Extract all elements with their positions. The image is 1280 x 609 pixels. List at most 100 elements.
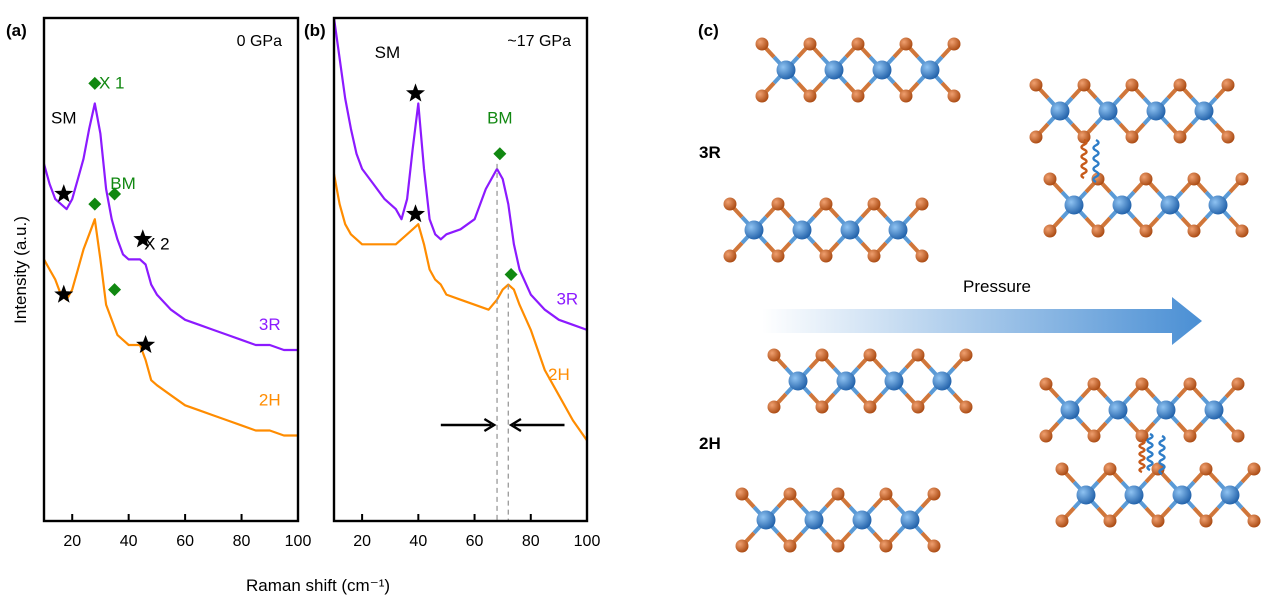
metal-atom	[920, 60, 940, 80]
chalcogen-atom	[1183, 429, 1197, 443]
row-label-2h: 2H	[699, 434, 721, 453]
chalcogen-atom	[1231, 429, 1245, 443]
chalcogen-atom	[1125, 78, 1139, 92]
x-tick-label: 20	[63, 533, 81, 550]
metal-atom	[1156, 400, 1176, 420]
chalcogen-atom	[899, 89, 913, 103]
metal-atom	[1194, 101, 1214, 121]
x-tick-label: 40	[409, 533, 427, 550]
chalcogen-atom	[915, 249, 929, 263]
x-tick-label: 80	[233, 533, 251, 550]
shift-arrow-right	[440, 417, 497, 433]
metal-atom	[1112, 195, 1132, 215]
metal-atom	[1208, 195, 1228, 215]
chalcogen-atom	[771, 197, 785, 211]
chalcogen-atom	[819, 249, 833, 263]
chalcogen-atom	[803, 89, 817, 103]
crystal-layer	[1043, 172, 1249, 238]
diamond-marker	[108, 283, 122, 297]
pressure-arrow	[762, 297, 1202, 345]
metal-atom	[1220, 485, 1240, 505]
crystal-layer	[755, 37, 961, 103]
chalcogen-atom	[1231, 377, 1245, 391]
chalcogen-atom	[1055, 462, 1069, 476]
panel-label-c: (c)	[698, 21, 719, 40]
metal-atom	[888, 220, 908, 240]
chalcogen-atom	[1221, 130, 1235, 144]
chalcogen-atom	[755, 89, 769, 103]
chalcogen-atom	[915, 197, 929, 211]
chalcogen-atom	[735, 487, 749, 501]
chalcogen-atom	[783, 487, 797, 501]
chalcogen-atom	[1187, 224, 1201, 238]
metal-atom	[1064, 195, 1084, 215]
star-marker	[406, 83, 425, 102]
chalcogen-atom	[1125, 130, 1139, 144]
annotation-label: BM	[110, 174, 136, 193]
series-line-3r	[42, 102, 298, 352]
chalcogen-atom	[755, 37, 769, 51]
chalcogen-atom	[1091, 224, 1105, 238]
chalcogen-atom	[1135, 377, 1149, 391]
chalcogen-atom	[771, 249, 785, 263]
metal-atom	[1172, 485, 1192, 505]
metal-atom	[1098, 101, 1118, 121]
metal-atom	[824, 60, 844, 80]
metal-atom	[788, 371, 808, 391]
chalcogen-atom	[723, 249, 737, 263]
plot-frame	[42, 16, 300, 523]
chalcogen-atom	[1173, 130, 1187, 144]
chalcogen-atom	[1247, 462, 1261, 476]
annotation-label: 2H	[548, 365, 570, 384]
chalcogen-atom	[803, 37, 817, 51]
metal-atom	[932, 371, 952, 391]
metal-atom	[792, 220, 812, 240]
metal-atom	[1146, 101, 1166, 121]
interlayer-bond	[1080, 138, 1088, 180]
chalcogen-atom	[767, 400, 781, 414]
chalcogen-atom	[863, 400, 877, 414]
chalcogen-atom	[911, 400, 925, 414]
star-marker	[136, 335, 156, 353]
interlayer-bond	[1146, 432, 1154, 472]
chart-title: 0 GPa	[237, 33, 282, 50]
chalcogen-atom	[1139, 172, 1153, 186]
interlayer-bond	[1138, 438, 1146, 474]
chalcogen-atom	[927, 539, 941, 553]
crystal-layer	[1055, 462, 1261, 528]
row-label-3r: 3R	[699, 143, 721, 162]
metal-atom	[1076, 485, 1096, 505]
metal-atom	[1060, 400, 1080, 420]
crystal-layer	[1029, 78, 1235, 144]
x-tick-label: 60	[466, 533, 484, 550]
crystal-layer	[767, 348, 973, 414]
crystal-layer	[1039, 377, 1245, 443]
diamond-marker	[108, 187, 122, 201]
annotation-label: X 1	[99, 73, 125, 92]
chalcogen-atom	[831, 539, 845, 553]
chalcogen-atom	[879, 539, 893, 553]
chart-panel-b: SM BM 3R 2H ~17 GPa 20 40 60 80 100	[332, 16, 600, 550]
annotation-label: 2H	[259, 390, 281, 409]
star-marker	[133, 229, 153, 248]
metal-atom	[1050, 101, 1070, 121]
chalcogen-atom	[1199, 462, 1213, 476]
chalcogen-atom	[1235, 224, 1249, 238]
chalcogen-atom	[1139, 224, 1153, 238]
x-tick-label: 60	[176, 533, 194, 550]
metal-atom	[1204, 400, 1224, 420]
metal-atom	[756, 510, 776, 530]
metal-atom	[884, 371, 904, 391]
y-axis-label: Intensity (a.u.)	[11, 216, 30, 324]
annotation-label: BM	[487, 109, 513, 128]
chalcogen-atom	[831, 487, 845, 501]
chalcogen-atom	[851, 89, 865, 103]
plot-frame	[332, 16, 589, 523]
chalcogen-atom	[815, 348, 829, 362]
metal-atom	[804, 510, 824, 530]
panel-label-a: (a)	[6, 21, 27, 40]
chalcogen-atom	[815, 400, 829, 414]
chalcogen-atom	[959, 348, 973, 362]
chalcogen-atom	[1077, 78, 1091, 92]
